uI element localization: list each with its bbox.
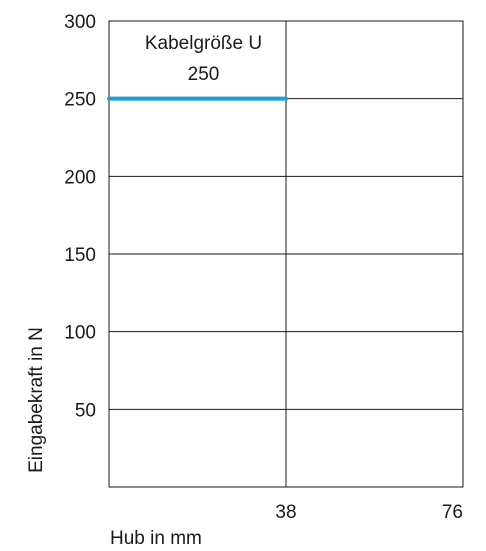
annotation-label: Kabelgröße U	[145, 33, 262, 54]
y-tick-label: 250	[64, 90, 96, 111]
y-tick-label: 300	[64, 12, 96, 33]
y-axis-title: Eingabekraft in N	[26, 327, 47, 473]
y-tick-label: 50	[75, 400, 96, 421]
y-tick-label: 100	[64, 323, 96, 344]
grid-lines	[109, 21, 463, 487]
y-tick-label: 200	[64, 167, 96, 188]
plot-frame	[108, 20, 464, 488]
y-tick-labels: 50 100 150 200 250 300	[64, 12, 96, 421]
x-tick-label: 76	[442, 502, 463, 523]
x-axis-title: Hub in mm	[110, 528, 202, 549]
x-tick-labels: 38 76	[275, 502, 463, 523]
y-tick-label: 150	[64, 245, 96, 266]
annotations: Kabelgröße U 250	[145, 33, 262, 85]
x-tick-label: 38	[275, 502, 296, 523]
annotation-label: 250	[188, 64, 220, 85]
